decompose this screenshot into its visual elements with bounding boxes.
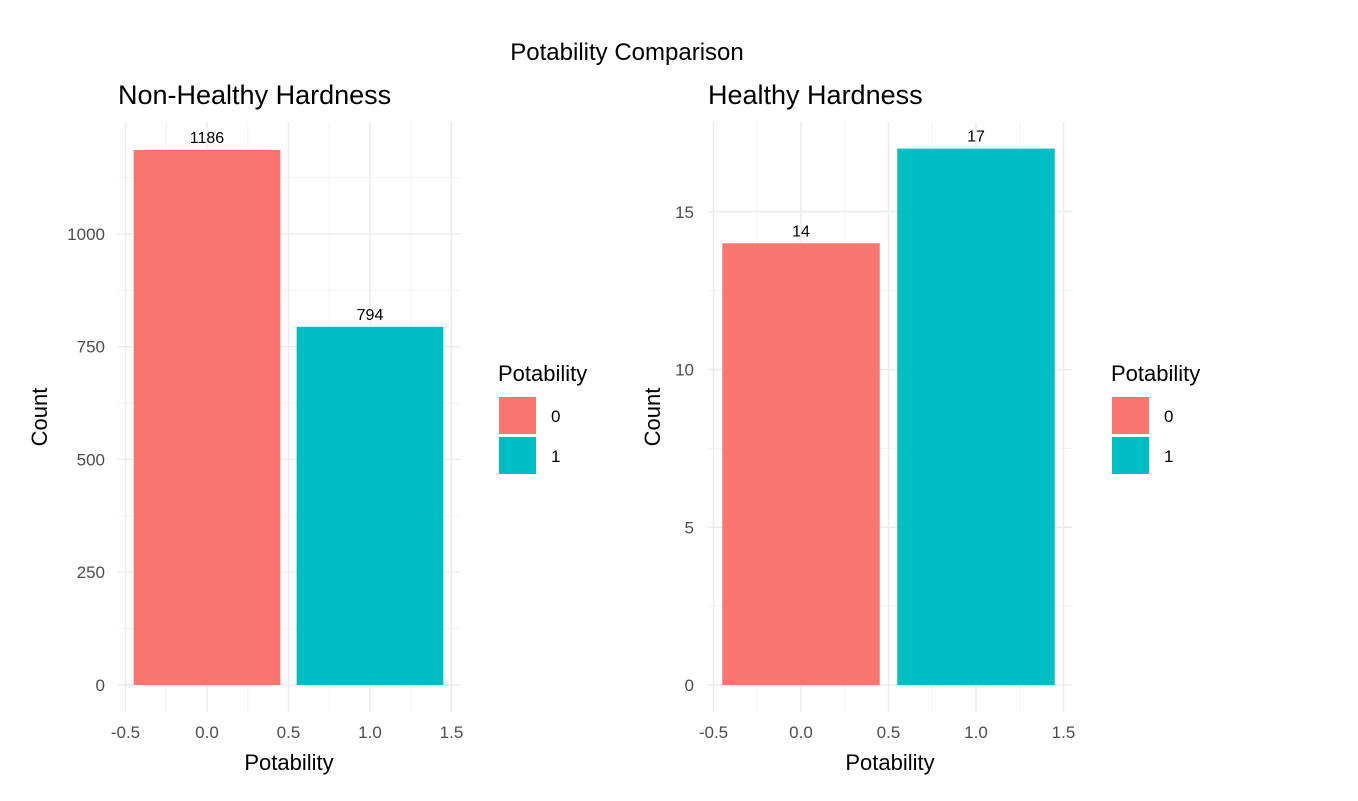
bar-value-label: 14 [792,223,810,240]
y-tick-label: 0 [96,676,105,695]
x-tick-label: 1.5 [1052,723,1076,742]
x-tick-label: 0.5 [877,723,901,742]
panel-title: Non-Healthy Hardness [118,80,391,110]
legend-key-label: 1 [1164,447,1173,466]
y-tick-label: 1000 [67,225,105,244]
legend-key-swatch [499,397,536,434]
y-tick-label: 5 [685,518,694,537]
x-tick-label: -0.5 [111,723,140,742]
bar-potability-1 [296,326,444,685]
legend-key-swatch [1112,437,1149,474]
bar-value-label: 17 [967,129,985,146]
legend-key-label: 1 [551,447,560,466]
y-axis-title: Count [27,388,52,447]
y-tick-label: 500 [77,450,105,469]
x-tick-label: -0.5 [699,723,728,742]
bar-potability-0 [722,243,880,686]
legend-title: Potability [1111,361,1200,386]
x-axis-title: Potability [845,750,934,775]
x-tick-label: 1.0 [358,723,382,742]
y-tick-label: 750 [77,338,105,357]
x-tick-label: 0.0 [789,723,813,742]
x-tick-label: 0.0 [195,723,219,742]
legend-key-label: 0 [1164,407,1173,426]
legend-key-swatch [1112,397,1149,434]
bar-potability-1 [897,148,1055,685]
y-tick-label: 250 [77,563,105,582]
x-tick-label: 1.5 [440,723,464,742]
legend-title: Potability [498,361,587,386]
y-tick-label: 15 [675,203,694,222]
bar-potability-0 [133,149,281,685]
panel-title: Healthy Hardness [708,80,923,110]
bar-value-label: 1186 [190,130,225,147]
y-tick-label: 10 [675,361,694,380]
x-axis-title: Potability [244,750,333,775]
bar-value-label: 794 [357,307,384,324]
y-axis-title: Count [640,388,665,447]
x-tick-label: 1.0 [964,723,988,742]
legend-key-swatch [499,437,536,474]
chart-main-title: Potability Comparison [510,39,743,66]
panel-non-healthy-hardness: -0.5 0.0 0.5 1.0 1.5 0 250 500 750 1000 1186 794 Non… [27,80,587,775]
legend-key-label: 0 [551,407,560,426]
x-tick-label: 0.5 [277,723,301,742]
y-tick-label: 0 [685,676,694,695]
